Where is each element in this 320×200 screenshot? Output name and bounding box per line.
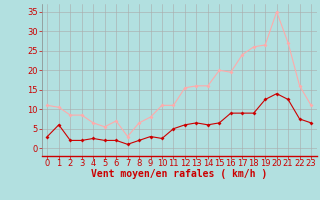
X-axis label: Vent moyen/en rafales ( km/h ): Vent moyen/en rafales ( km/h )	[91, 169, 267, 179]
